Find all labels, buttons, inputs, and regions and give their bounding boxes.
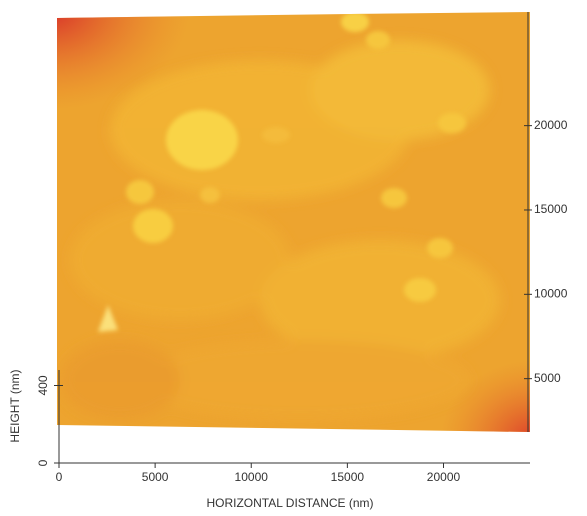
x-tick-label: 5000 [142,470,169,484]
x-axis-title: HORIZONTAL DISTANCE (nm) [206,496,373,510]
y2-tick-label: 5000 [534,371,561,385]
x-tick-label: 10000 [235,470,269,484]
y-tick-label: 0 [36,459,50,466]
y2-tick-label: 20000 [534,118,568,132]
x-tick-label: 15000 [331,470,365,484]
y-tick-label: 400 [36,375,50,395]
y2-tick-label: 10000 [534,286,568,300]
x-tick-label: 0 [56,470,63,484]
x-tick-label: 20000 [427,470,461,484]
chart: HORIZONTAL DISTANCE (nm) HEIGHT (nm) 0 50… [0,0,587,516]
y2-tick-label: 15000 [534,202,568,216]
y-axis-title: HEIGHT (nm) [8,369,22,442]
afm-surface [50,10,540,440]
